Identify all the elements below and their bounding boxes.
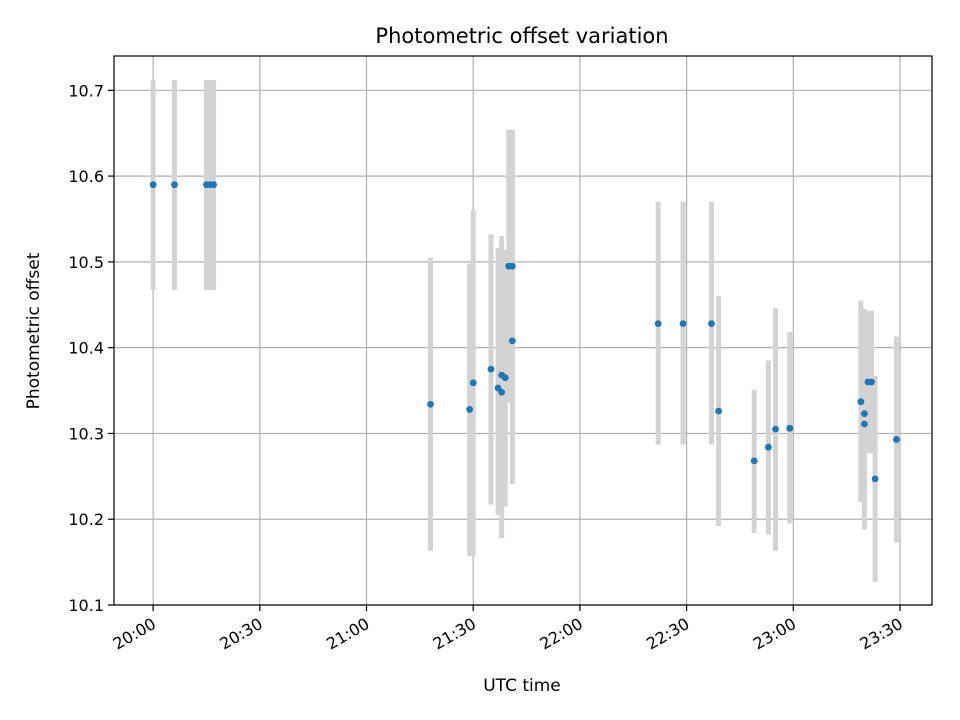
data-point (501, 374, 509, 382)
data-point (508, 337, 516, 345)
x-tick-label: 20:30 (216, 614, 265, 654)
data-point (466, 406, 474, 413)
y-axis-ticks: 10.1 10.2 10.3 10.4 10.5 10.6 10.7 (68, 81, 114, 615)
data-point (857, 398, 865, 406)
data-point (765, 443, 772, 451)
data-point (871, 475, 879, 483)
y-tick-label: 10.1 (68, 596, 104, 615)
data-point (679, 320, 687, 328)
data-point (498, 388, 506, 396)
x-tick-label: 21:30 (430, 614, 479, 654)
y-tick-label: 10.3 (68, 424, 104, 443)
data-point (427, 400, 434, 408)
y-tick-label: 10.5 (68, 253, 104, 272)
y-tick-label: 10.6 (68, 167, 104, 186)
data-point (772, 425, 779, 433)
data-point (508, 262, 516, 270)
chart-title: Photometric offset variation (375, 24, 668, 48)
x-tick-label: 22:00 (536, 614, 585, 654)
data-point (868, 378, 875, 386)
grid-lines (114, 56, 932, 606)
data-point (715, 407, 723, 415)
x-tick-label: 20:00 (110, 614, 159, 654)
data-point (487, 365, 495, 373)
x-tick-label: 22:30 (643, 614, 692, 654)
error-bars (150, 80, 899, 582)
y-tick-label: 10.7 (68, 81, 104, 100)
x-axis-ticks: 20:00 20:30 21:00 21:30 22:00 22:30 23:00 23:30 (110, 605, 906, 654)
plot-frame (113, 55, 933, 606)
data-point (750, 457, 758, 465)
x-axis-label: UTC time (483, 676, 561, 696)
x-tick-label: 23:00 (750, 614, 799, 654)
data-point (786, 424, 794, 432)
data-point (654, 320, 662, 328)
data-point (469, 379, 477, 387)
data-point (861, 410, 868, 418)
data-point (893, 436, 900, 443)
data-point (708, 320, 715, 328)
data-point (149, 181, 157, 189)
data-point (861, 420, 868, 428)
data-points (149, 181, 900, 483)
x-tick-label: 23:30 (857, 614, 906, 654)
y-tick-label: 10.4 (68, 339, 104, 358)
data-point (210, 181, 217, 189)
y-axis-label: Photometric offset (24, 252, 44, 409)
data-point (171, 181, 178, 189)
y-tick-label: 10.2 (68, 510, 104, 529)
x-tick-label: 21:00 (323, 614, 372, 654)
